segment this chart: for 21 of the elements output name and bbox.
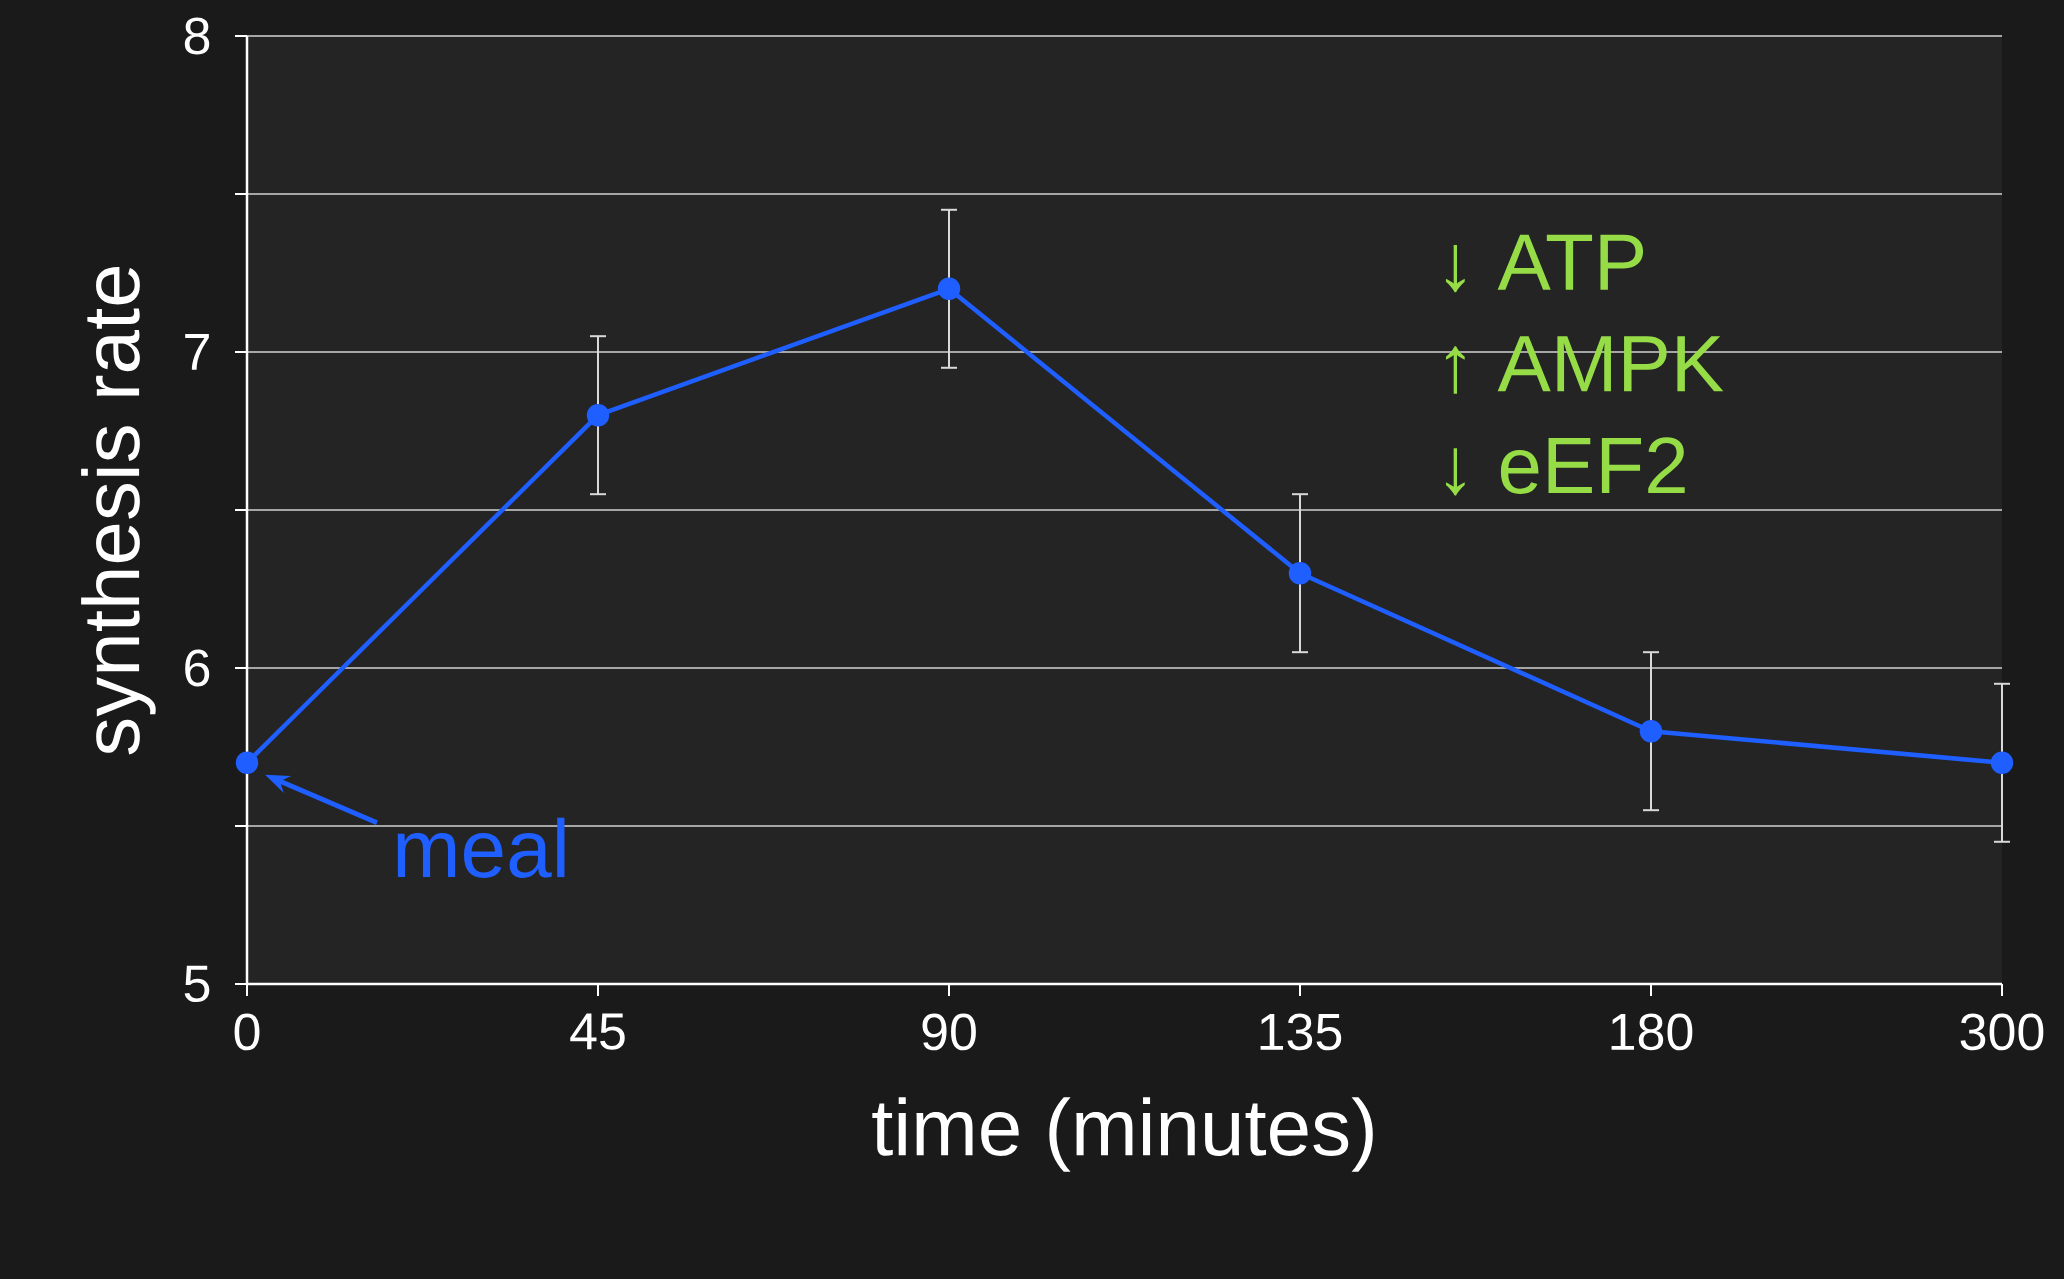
point: [586, 403, 610, 427]
y-tick-label: 5: [184, 965, 210, 1003]
point: [1990, 751, 2014, 775]
y-tick-label: 8: [184, 17, 210, 55]
annotation: ↓ eEF2: [1445, 437, 1685, 496]
annotation: meal: [397, 817, 565, 878]
point: [937, 277, 961, 301]
point: [235, 751, 259, 775]
point: [1639, 719, 1663, 743]
y-tick-label: 6: [185, 649, 210, 687]
x-tick-label: 180: [1611, 1013, 1693, 1051]
annotation: ↓ ATP: [1445, 234, 1644, 293]
x-tick-label: 0: [234, 1013, 260, 1051]
y-tick-label: 7: [185, 334, 209, 370]
x-tick-label: 45: [570, 1013, 625, 1050]
y-axis-title: synthesis rate: [81, 266, 156, 755]
x-tick-label: 300: [1960, 1013, 2044, 1051]
x-axis-title: time (minutes): [872, 1097, 1373, 1172]
point: [1288, 561, 1312, 585]
x-tick-label: 135: [1260, 1013, 1342, 1051]
x-tick-label: 90: [922, 1013, 976, 1051]
